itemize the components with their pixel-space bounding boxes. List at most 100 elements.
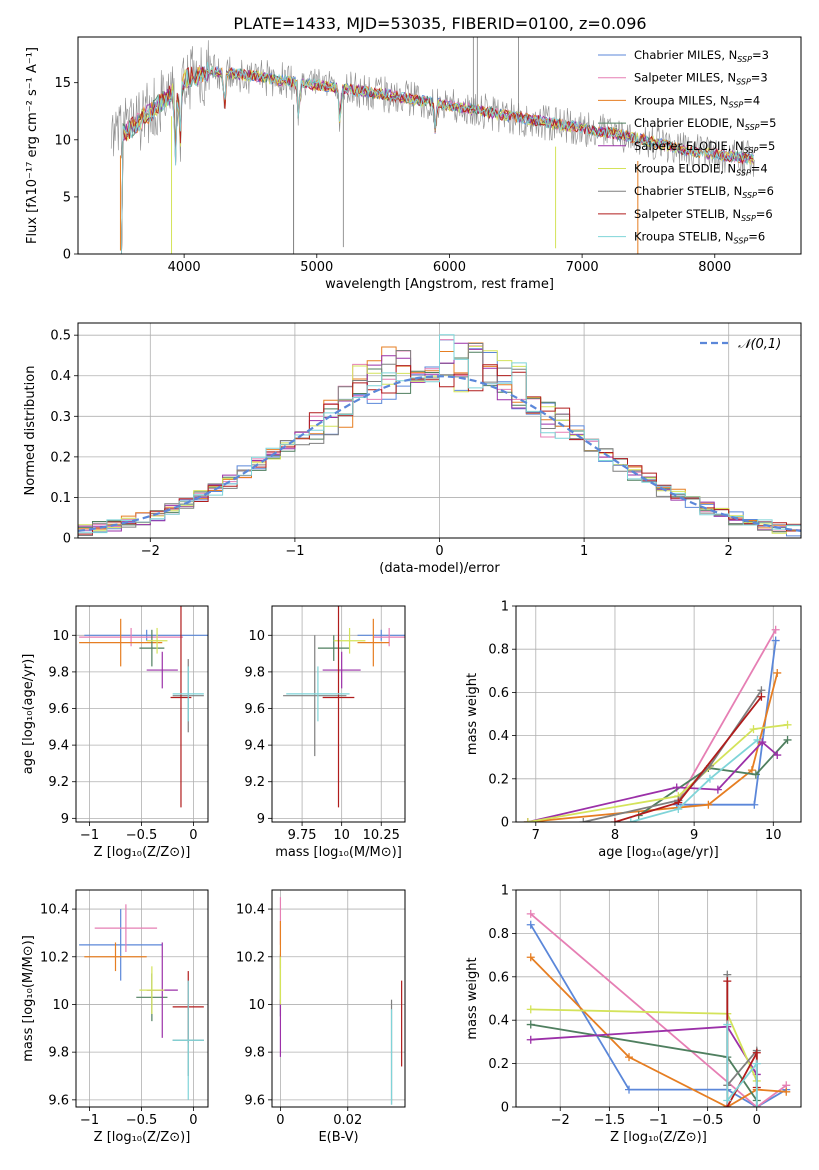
- panel-age-vs-Z: −1 −0.5 0 9 9.2 9.4 9.6 9.8 10 Z [log₁₀(Z/Z⊙)] age…: [21, 605, 209, 860]
- y-tick-label: 9.4: [244, 739, 265, 754]
- plot-area: [279, 897, 403, 1105]
- weight-marker: [523, 818, 532, 822]
- y-axis-label: mass weight: [465, 673, 480, 755]
- y-tick-label: 9.8: [48, 665, 69, 680]
- legend-label: Kroupa MILES, NSSP=4: [634, 93, 760, 109]
- y-tick-label: 0.2: [50, 450, 71, 465]
- y-tick-label: 9.6: [244, 1093, 265, 1108]
- y-tick-label: 0.5: [50, 329, 71, 344]
- legend-label: Chabrier STELIB, NSSP=6: [634, 184, 774, 200]
- weight-line-kroupa-elodie: [527, 723, 788, 822]
- y-tick-label: 9.8: [244, 1046, 265, 1061]
- errorbar-point-salpeter-elodie: [322, 651, 361, 689]
- errorbar-point-chabrier-miles: [79, 909, 163, 981]
- plot-area: [110, 37, 755, 254]
- x-tick-label: 0: [753, 1113, 761, 1128]
- weight-marker: [749, 725, 758, 734]
- panel-weight-vs-Z: −2 −1.5 −1 −0.5 0 0 0.2 0.4 0.6 0.8 1 Z [log₁₀(Z/Z⊙…: [465, 884, 802, 1145]
- weight-line-kroupa-miles: [530, 956, 787, 1107]
- x-tick-label: 0: [189, 828, 197, 843]
- weight-marker: [751, 770, 760, 779]
- x-axis-label: age [log₁₀(age/yr)]: [598, 845, 719, 860]
- y-axis-label: age [log₁₀(age/yr)]: [21, 654, 36, 775]
- weight-marker: [723, 1020, 732, 1029]
- y-tick-label: 9: [257, 812, 265, 827]
- y-tick-label: 9.8: [244, 665, 265, 680]
- weight-marker: [579, 818, 588, 822]
- plot-area: [78, 334, 801, 538]
- y-tick-label: 0: [63, 532, 71, 547]
- panel-mass-vs-ebv: 0 0.02 9.6 9.8 10 10.2 10.4 E(B-V): [236, 889, 406, 1145]
- x-axis-label: Z [log₁₀(Z/Z⊙)]: [94, 845, 191, 860]
- weight-marker: [674, 805, 683, 814]
- weight-marker: [672, 783, 681, 792]
- weight-line-salpeter-miles: [677, 629, 777, 801]
- legend: Chabrier MILES, NSSP=3 Salpeter MILES, NS…: [598, 48, 776, 246]
- legend-label: Kroupa ELODIE, NSSP=4: [634, 162, 768, 178]
- y-tick-label: 0.2: [488, 772, 509, 787]
- y-axis-label: mass weight: [465, 957, 480, 1039]
- axes-frame: [77, 36, 802, 255]
- panel-spectrum: 4000 5000 6000 7000 8000 0 5 10 15 wavelength [An…: [25, 36, 802, 292]
- y-tick-label: 1: [501, 600, 509, 615]
- weight-marker: [771, 625, 780, 634]
- y-tick-label: 9.2: [244, 775, 265, 790]
- weight-marker: [526, 920, 535, 929]
- x-tick-label: 0: [189, 1113, 197, 1128]
- x-tick-label: −1: [649, 1113, 668, 1128]
- y-axis-label: Normed distribution: [23, 366, 38, 496]
- y-tick-label: 0: [501, 1101, 509, 1116]
- y-tick-label: 0.8: [488, 643, 509, 658]
- y-tick-label: 15: [54, 76, 71, 91]
- x-tick-label: −2: [141, 544, 160, 559]
- x-tick-label: −2: [551, 1113, 570, 1128]
- weight-line-kroupa-stelib: [726, 1024, 758, 1107]
- legend-label: Salpeter ELODIE, NSSP=5: [634, 139, 775, 155]
- axes-frame: [75, 889, 209, 1108]
- weight-marker: [752, 1048, 761, 1057]
- errorbar-point-chabrier-elodie: [317, 635, 350, 661]
- y-tick-label: 0: [501, 816, 509, 831]
- weight-marker: [610, 818, 619, 822]
- y-tick-label: 10.2: [236, 950, 265, 965]
- errorbar-point-kroupa-miles: [84, 942, 147, 972]
- x-tick-label: 7000: [566, 260, 599, 275]
- errorbar-point-kroupa-stelib: [172, 666, 204, 722]
- y-tick-label: 0.4: [488, 1014, 509, 1029]
- weight-marker: [526, 909, 535, 918]
- normal-curve: [78, 375, 801, 532]
- y-tick-label: 10.4: [236, 903, 265, 918]
- weight-marker: [723, 977, 732, 986]
- y-tick-label: 0.1: [50, 491, 71, 506]
- y-tick-label: 0.4: [488, 729, 509, 744]
- x-axis-label: wavelength [Angstrom, rest frame]: [325, 277, 554, 292]
- weight-marker: [625, 1053, 634, 1062]
- x-tick-label: 4000: [168, 260, 201, 275]
- weight-marker: [626, 818, 635, 822]
- legend-label: Salpeter STELIB, NSSP=6: [634, 207, 773, 223]
- x-tick-label: −0.5: [126, 828, 158, 843]
- plot-area: [523, 625, 792, 822]
- y-tick-label: 9: [61, 812, 69, 827]
- y-tick-label: 9.6: [48, 702, 69, 717]
- x-axis-label: (data-model)/error: [379, 561, 500, 576]
- y-tick-label: 0.3: [50, 410, 71, 425]
- plot-area: [79, 904, 204, 1100]
- weight-marker: [750, 800, 759, 809]
- legend: 𝒩(0,1): [700, 337, 781, 352]
- x-tick-label: 1: [580, 544, 588, 559]
- spectrum-line-kroupa-stelib: [115, 61, 754, 254]
- y-tick-label: 10.4: [40, 903, 69, 918]
- legend-label: Kroupa STELIB, NSSP=6: [634, 230, 765, 246]
- x-axis-label: Z [log₁₀(Z/Z⊙)]: [94, 1130, 191, 1145]
- weight-marker: [771, 636, 780, 645]
- weight-marker: [705, 774, 714, 783]
- legend-label: 𝒩(0,1): [738, 337, 781, 352]
- errorbar-point-kroupa-miles: [79, 618, 163, 667]
- errorbar-point-salpeter-miles: [94, 904, 158, 952]
- y-tick-label: 0.6: [488, 970, 509, 985]
- weight-marker: [752, 1103, 761, 1107]
- weight-line-kroupa-stelib: [630, 739, 759, 822]
- weight-line-chabrier-elodie: [638, 739, 789, 817]
